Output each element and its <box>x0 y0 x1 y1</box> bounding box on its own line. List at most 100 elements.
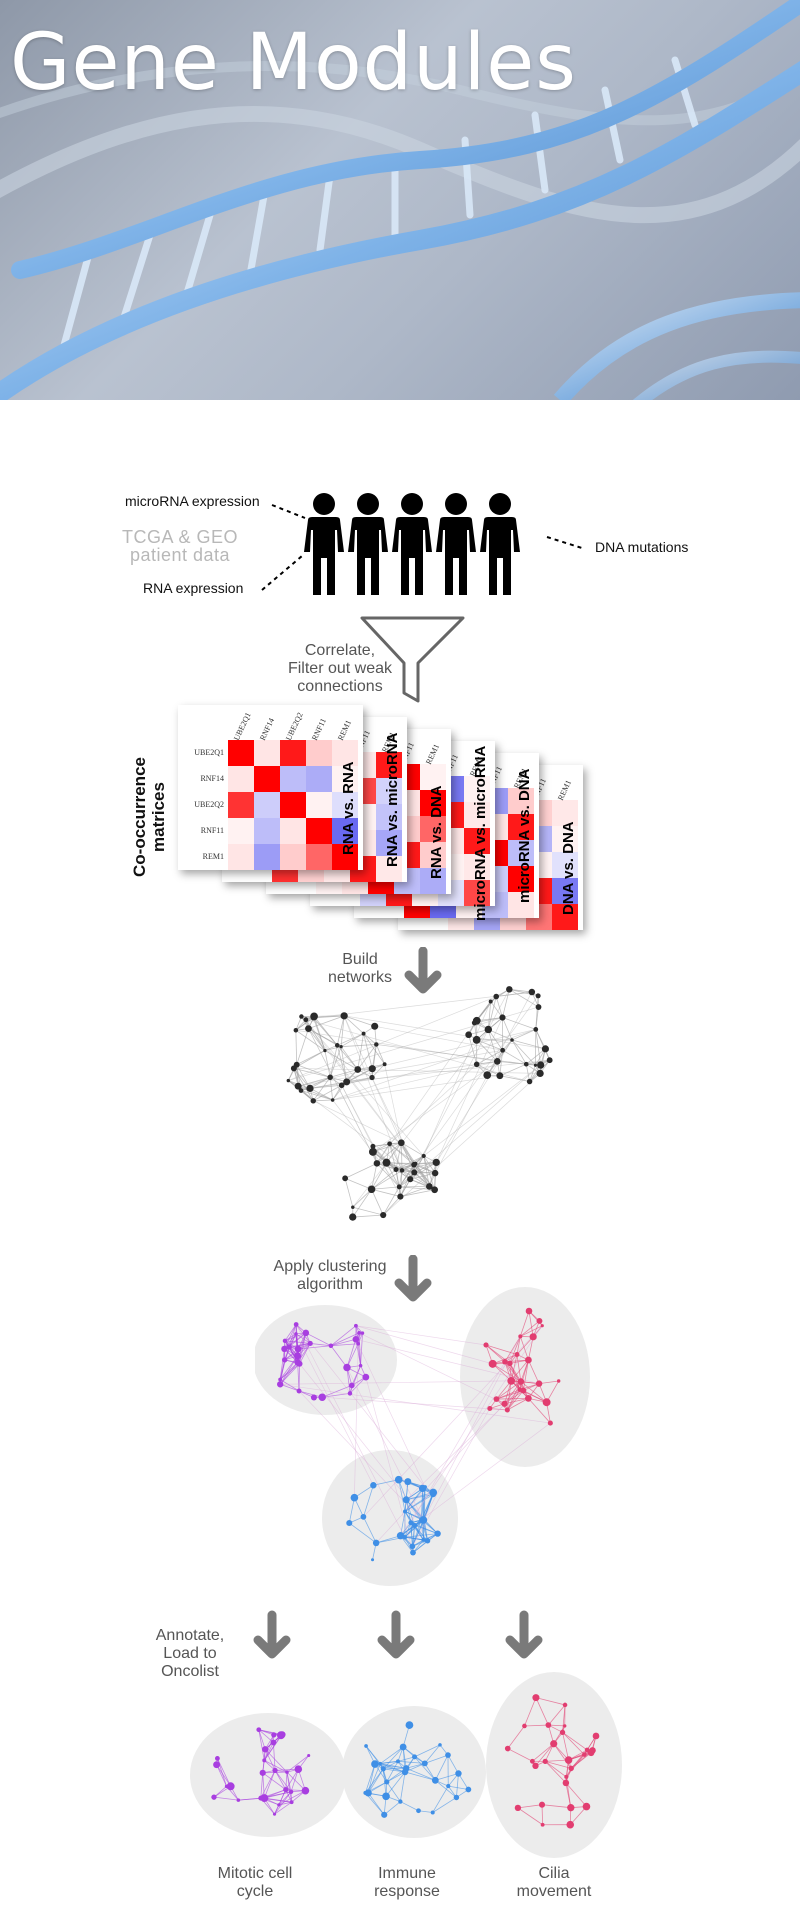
network-edge <box>344 1177 372 1190</box>
network-edge <box>523 1359 529 1391</box>
network-edge <box>499 1063 527 1077</box>
network-node <box>256 1727 262 1733</box>
network-node <box>493 1396 500 1402</box>
network-node <box>526 1078 533 1085</box>
network-edge <box>343 1015 364 1034</box>
network-edge <box>332 1075 500 1101</box>
matrix-column-label: RNF11 <box>310 716 328 742</box>
matrix-label: microRNA vs. DNA <box>516 768 533 903</box>
network-edge <box>517 1804 543 1809</box>
network-node <box>496 1072 504 1080</box>
network-edge <box>308 1028 326 1051</box>
network-edge <box>213 1796 239 1801</box>
cluster-background <box>342 1706 486 1838</box>
network-edge <box>274 1770 292 1793</box>
network-node <box>277 1731 285 1740</box>
network-edge <box>324 1046 342 1051</box>
network-edge <box>384 1064 402 1143</box>
network-node <box>285 1770 289 1774</box>
network-node <box>533 1027 539 1032</box>
network-edge <box>340 1046 359 1070</box>
network-edge <box>308 1015 345 1029</box>
matrix-cell <box>464 854 490 880</box>
network-edge <box>258 1729 274 1736</box>
network-node <box>351 1205 355 1209</box>
network-node <box>364 1789 372 1797</box>
network-edge <box>279 1355 298 1385</box>
matrix-label: RNA vs. DNA <box>428 785 445 879</box>
network-node <box>360 1331 365 1335</box>
network-node <box>545 1722 552 1728</box>
matrix-cell <box>280 818 306 844</box>
network-node <box>396 1532 405 1540</box>
network-edge <box>404 1492 434 1512</box>
network-edge <box>295 1030 298 1065</box>
network-edge <box>346 1367 351 1394</box>
network-edge <box>298 1390 422 1520</box>
network-edge <box>506 1389 521 1411</box>
network-edge <box>365 1745 381 1764</box>
matrix-cell <box>228 766 254 792</box>
matrix-cell <box>306 792 332 818</box>
network-node <box>564 1774 569 1779</box>
network-edge <box>398 1163 416 1188</box>
matrix-cell <box>508 840 534 866</box>
network-edge <box>545 1761 567 1778</box>
network-edge <box>288 1324 297 1347</box>
network-edge <box>399 1771 406 1802</box>
network-edge <box>562 1732 585 1755</box>
network-edge <box>526 1059 550 1065</box>
network-node <box>368 1065 376 1073</box>
network-node <box>294 1332 298 1336</box>
network-edge <box>496 1380 512 1400</box>
network-edge <box>490 988 510 1002</box>
network-edge <box>520 1320 540 1337</box>
network-node <box>382 1158 391 1167</box>
network-node <box>364 1744 368 1748</box>
network-edge <box>274 1801 292 1815</box>
network-node <box>550 1740 558 1748</box>
network-node <box>362 1373 370 1381</box>
network-edge <box>279 1363 300 1380</box>
network-edge <box>363 1516 377 1544</box>
matrix-cell <box>508 866 534 892</box>
matrix-cell <box>464 828 490 854</box>
network-edge <box>414 1172 436 1174</box>
network-edge <box>434 1754 449 1781</box>
cooccurrence-matrix: UBE2Q1 RNF14 UBE2Q2 RNF11 REM1 UBE2Q1 RNF14 UBE… <box>178 705 363 870</box>
network-node <box>403 1509 408 1514</box>
network-node <box>517 1378 525 1385</box>
network-node <box>562 1702 568 1708</box>
network-edge <box>524 1697 537 1727</box>
matrix-row-label: UBE2Q1 <box>194 748 224 757</box>
matrix-cell <box>332 818 358 844</box>
network-node <box>371 1760 379 1768</box>
network-node <box>339 1045 343 1049</box>
network-edge <box>313 1015 345 1019</box>
network-node <box>236 1798 241 1802</box>
network-edge <box>432 1797 457 1813</box>
network-node <box>277 1381 284 1388</box>
network-edge <box>487 1029 503 1051</box>
network-edge <box>298 1390 323 1398</box>
network-edge <box>405 1499 415 1526</box>
network-edge <box>363 1033 373 1069</box>
network-edge <box>275 1768 299 1771</box>
network-edge <box>285 1769 299 1790</box>
network-edge <box>520 1381 547 1403</box>
network-edge <box>535 995 539 1030</box>
network-node <box>352 1335 360 1343</box>
module-caption-mitotic: Mitotic cell cycle <box>217 1865 293 1900</box>
network-node <box>294 1765 303 1773</box>
network-edge <box>357 1044 377 1070</box>
network-node <box>302 1329 310 1337</box>
network-edge <box>295 1324 299 1350</box>
network-node <box>426 1183 433 1190</box>
network-edge <box>404 1771 436 1781</box>
network-edge <box>238 1797 261 1801</box>
network-edge <box>400 1189 435 1197</box>
cluster-background <box>255 1305 397 1415</box>
network-edge <box>341 1044 377 1048</box>
network-edge <box>295 1017 314 1031</box>
network-edge <box>398 1479 406 1512</box>
